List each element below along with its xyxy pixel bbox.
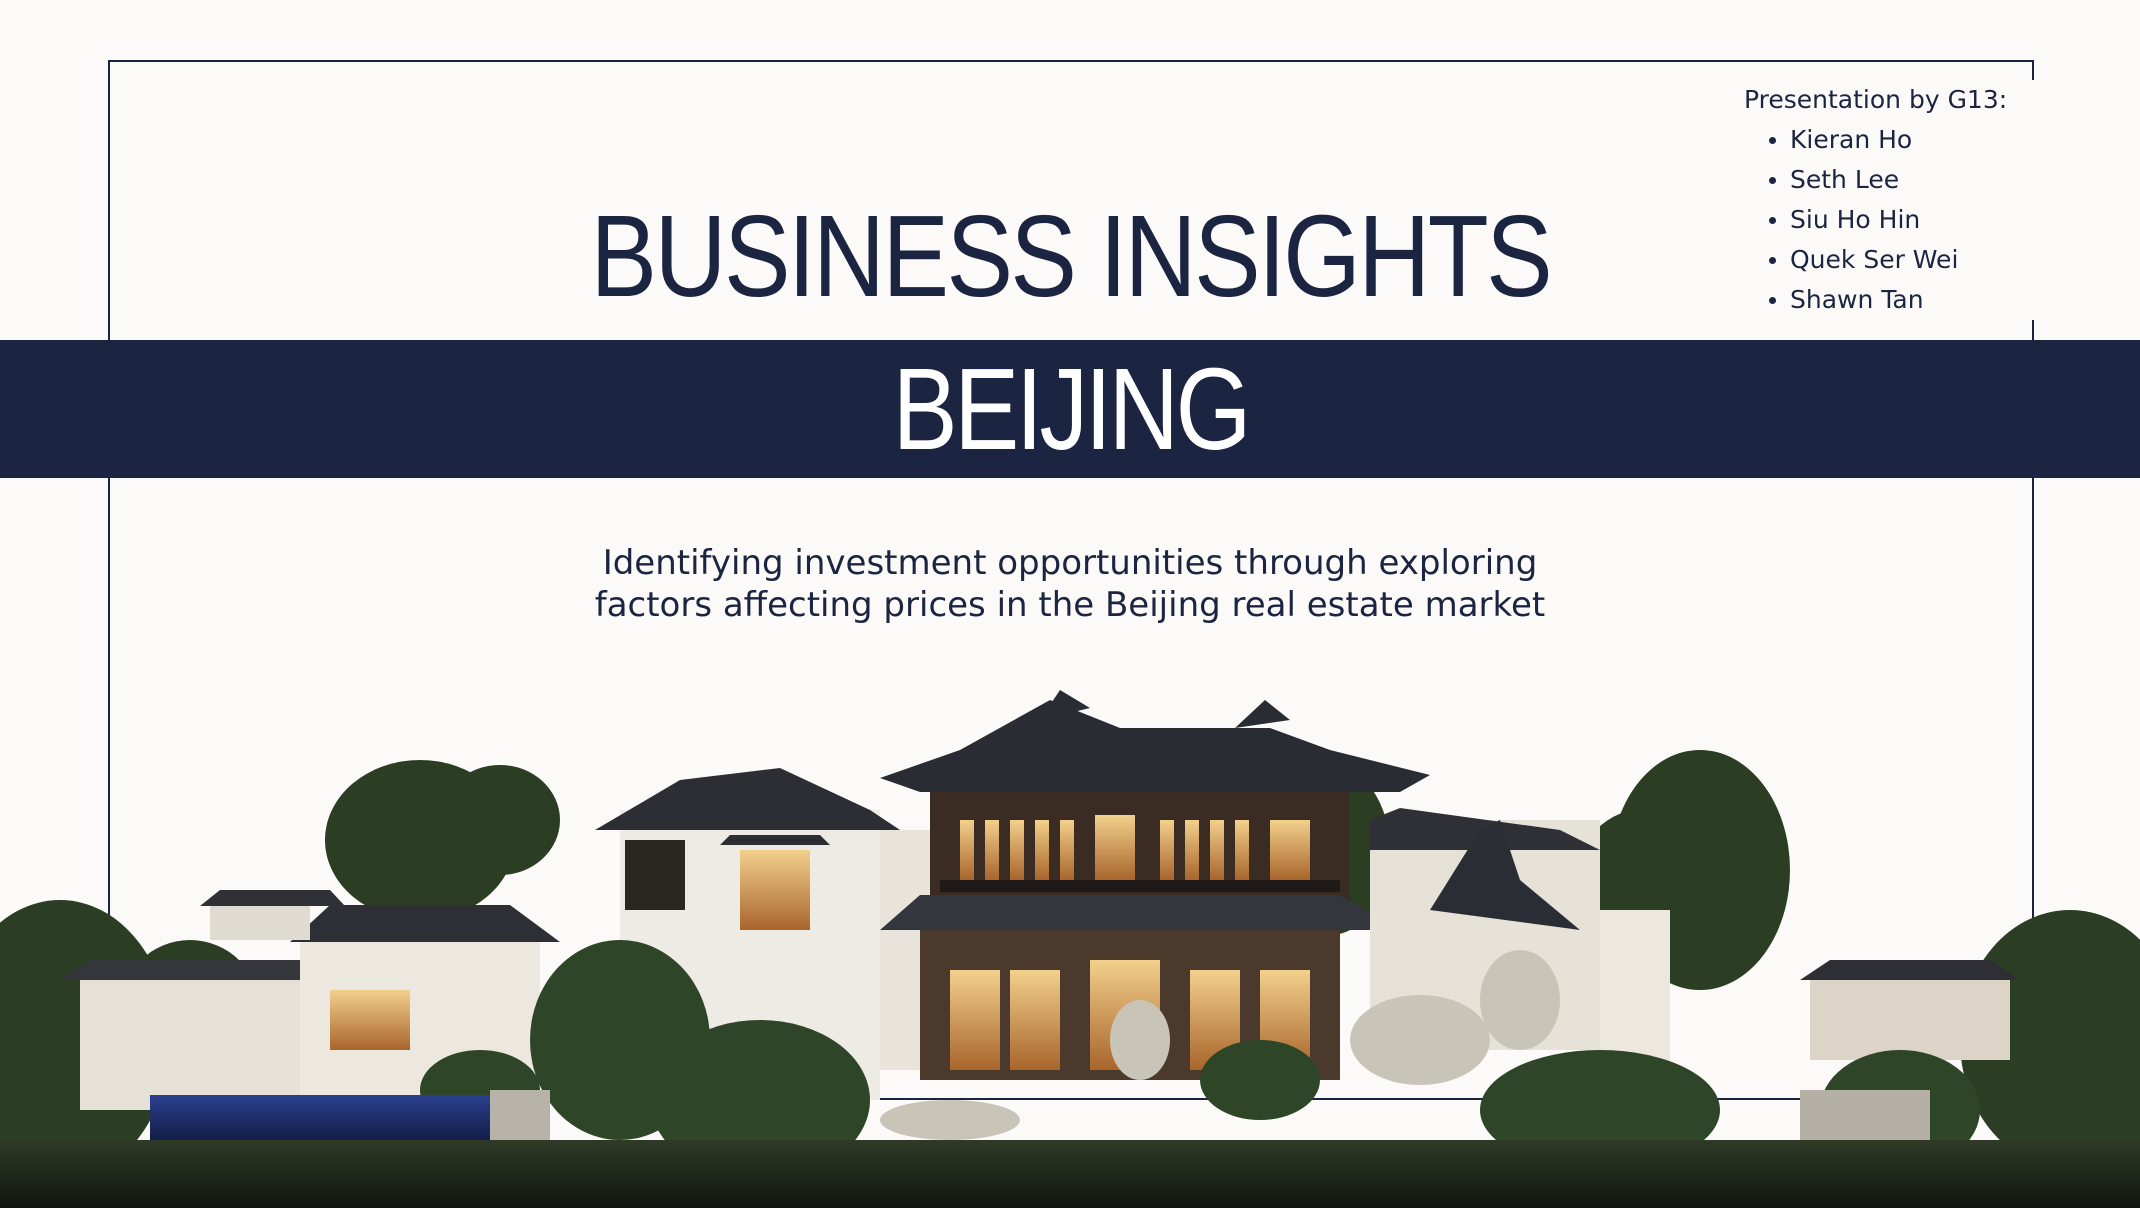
subtitle-line-2: factors affecting prices in the Beijing … [594, 585, 1546, 625]
presenters-heading: Presentation by G13: [1744, 85, 2008, 114]
slide-frame-border [108, 60, 2034, 1100]
slide-title: BUSINESS INSIGHTS [590, 191, 1553, 321]
courtyard-mansion-image [0, 690, 2140, 1208]
presenter-name: Quek Ser Wei [1769, 240, 2044, 280]
presenter-name: Kieran Ho [1769, 120, 2044, 160]
presenter-name: Seth Lee [1769, 160, 2044, 200]
presenters-list: Presentation by G13: Kieran Ho Seth Lee … [1744, 80, 2044, 320]
subtitle-line-1: Identifying investment opportunities thr… [602, 543, 1538, 583]
presenter-name: Siu Ho Hin [1769, 200, 2044, 240]
slide-subtitle: Identifying investment opportunities thr… [570, 542, 1570, 626]
presenter-names: Kieran Ho Seth Lee Siu Ho Hin Quek Ser W… [1744, 120, 2044, 320]
band-title: BEIJING [892, 344, 1252, 474]
title-band [0, 340, 2140, 478]
presenter-name: Shawn Tan [1769, 280, 2044, 320]
